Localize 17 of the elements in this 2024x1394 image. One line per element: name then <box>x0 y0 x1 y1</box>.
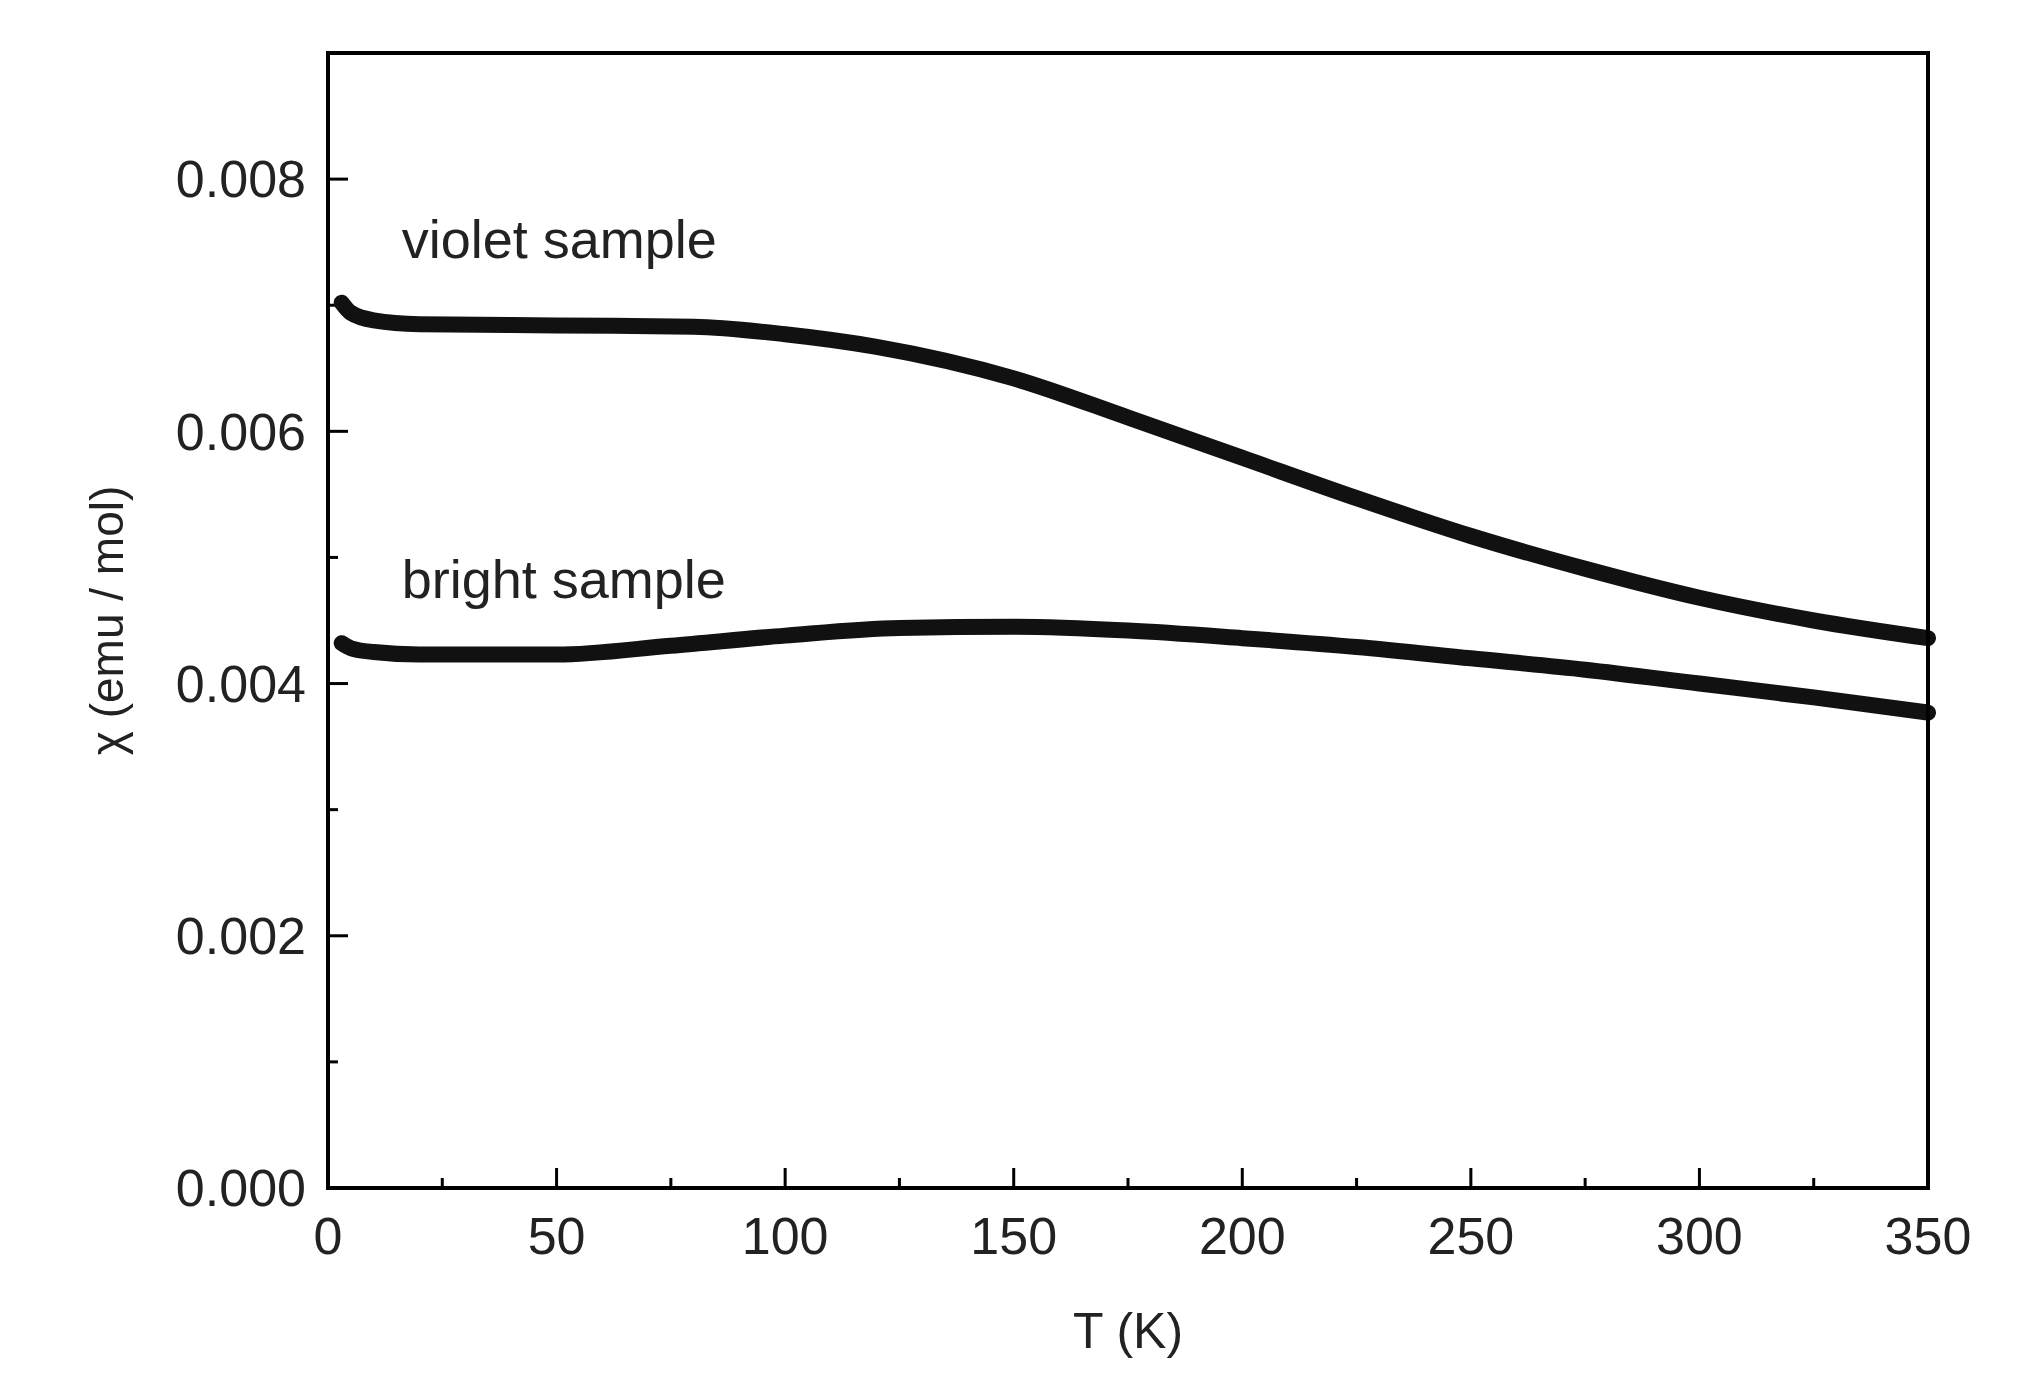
y-axis-title: χ (emu / mol) <box>81 485 133 756</box>
y-tick-label: 0.004 <box>175 654 306 713</box>
x-tick-label: 0 <box>313 1207 343 1265</box>
x-tick-label: 150 <box>970 1207 1058 1265</box>
x-axis-title: T (K) <box>1072 1303 1184 1359</box>
x-tick-label: 200 <box>1198 1207 1286 1265</box>
x-tick-label: 250 <box>1427 1207 1515 1265</box>
y-tick-label: 0.008 <box>175 150 306 209</box>
y-tick-label: 0.002 <box>175 906 306 965</box>
y-tick-label: 0.000 <box>175 1159 306 1218</box>
x-tick-label: 350 <box>1884 1207 1972 1265</box>
series-label: violet sample <box>401 208 717 269</box>
x-tick-label: 50 <box>527 1207 586 1265</box>
x-tick-label: 300 <box>1656 1207 1743 1265</box>
series-label: bright sample <box>401 549 726 610</box>
y-tick-label: 0.006 <box>175 402 306 461</box>
x-tick-label: 100 <box>741 1207 829 1265</box>
